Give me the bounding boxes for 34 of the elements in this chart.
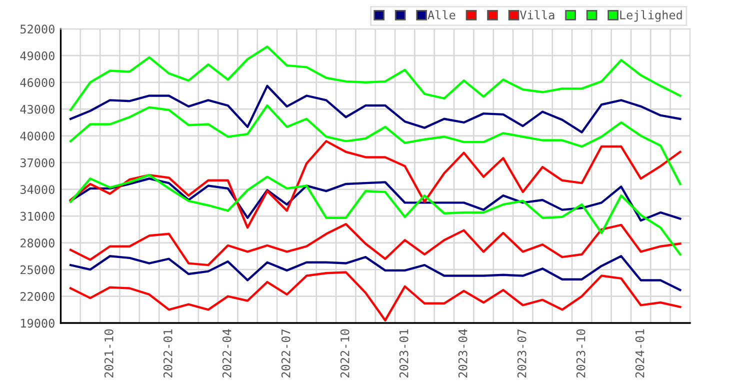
x-tick-label: 2023-07 bbox=[517, 329, 526, 378]
y-tick-label: 28000 bbox=[20, 238, 54, 248]
y-tick-label: 34000 bbox=[20, 185, 54, 194]
y-tick-label: 40000 bbox=[20, 132, 54, 141]
line-series bbox=[69, 104, 682, 186]
line-series bbox=[69, 222, 682, 266]
y-tick-label: 22000 bbox=[20, 292, 54, 301]
x-tick-label: 2024-01 bbox=[635, 329, 644, 378]
line-series bbox=[69, 178, 682, 222]
x-tick-label: 2022-10 bbox=[340, 329, 350, 378]
y-tick-label: 25000 bbox=[20, 265, 54, 274]
line-series bbox=[69, 84, 682, 134]
line-series bbox=[69, 271, 682, 322]
x-tick-label: 2022-01 bbox=[163, 329, 172, 378]
y-tick-label: 31000 bbox=[20, 212, 54, 221]
line-series bbox=[69, 174, 682, 256]
y-tick-label: 37000 bbox=[20, 158, 54, 168]
x-tick-label: 2023-04 bbox=[458, 329, 468, 378]
x-tick-label: 2022-04 bbox=[222, 329, 232, 378]
y-tick-label: 46000 bbox=[20, 78, 54, 88]
legend-label: Villa bbox=[520, 10, 554, 20]
x-tick-label: 2021-10 bbox=[104, 329, 114, 378]
line-series bbox=[69, 46, 682, 112]
y-tick-label: 49000 bbox=[20, 51, 54, 60]
x-tick-label: 2022-07 bbox=[281, 329, 290, 378]
x-tick-label: 2023-01 bbox=[399, 329, 408, 378]
y-tick-label: 52000 bbox=[20, 24, 54, 34]
line-series bbox=[69, 255, 682, 292]
legend-label: Lejlighed bbox=[620, 10, 682, 22]
y-tick-label: 43000 bbox=[20, 104, 54, 114]
y-tick-label: 19000 bbox=[21, 318, 54, 328]
legend-label: Alle bbox=[428, 10, 456, 20]
x-tick-label: 2023-10 bbox=[576, 329, 586, 378]
line-series bbox=[69, 140, 682, 229]
